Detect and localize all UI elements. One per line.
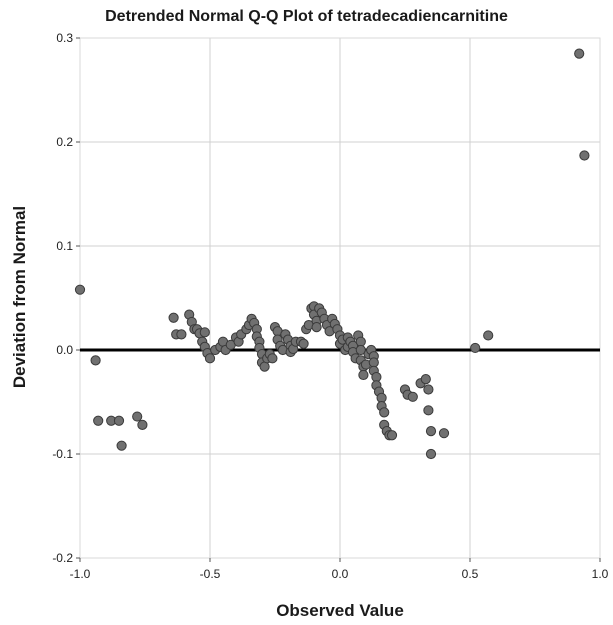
data-point xyxy=(267,353,278,364)
data-point xyxy=(132,411,143,422)
data-point xyxy=(423,405,434,416)
x-tick-label: 0.5 xyxy=(462,567,479,581)
data-point xyxy=(199,327,210,338)
chart-title: Detrended Normal Q-Q Plot of tetradecadi… xyxy=(105,8,508,25)
y-tick-label: 0.0 xyxy=(56,343,73,357)
y-axis-label: Deviation from Normal xyxy=(10,206,29,388)
data-point xyxy=(355,344,366,356)
x-tick-label: 1.0 xyxy=(592,567,609,581)
data-point xyxy=(137,419,148,430)
data-point xyxy=(425,426,437,437)
data-point xyxy=(259,361,270,372)
data-point xyxy=(311,322,322,333)
data-point xyxy=(386,430,398,441)
x-axis-ticks: -1.0 -0.5 0.0 0.5 1.0 xyxy=(70,558,609,581)
data-point xyxy=(470,342,481,354)
data-point xyxy=(407,391,418,402)
data-point xyxy=(483,330,494,341)
data-point xyxy=(438,428,450,439)
data-point xyxy=(376,392,387,403)
data-point xyxy=(358,369,369,381)
data-point xyxy=(90,355,101,366)
y-tick-label: 0.3 xyxy=(56,31,73,45)
data-point xyxy=(93,415,104,426)
data-point xyxy=(423,384,434,395)
data-point xyxy=(204,353,216,364)
data-point xyxy=(379,407,390,418)
data-point xyxy=(579,150,590,161)
data-points xyxy=(74,48,590,460)
y-tick-label: 0.2 xyxy=(56,135,73,149)
data-point xyxy=(176,329,187,340)
data-point xyxy=(168,312,179,323)
x-tick-label: 0.0 xyxy=(332,567,349,581)
data-point xyxy=(113,415,125,426)
x-axis-label: Observed Value xyxy=(276,601,404,620)
data-point xyxy=(425,448,437,460)
y-axis-ticks: -0.2 -0.1 0.0 0.1 0.2 0.3 xyxy=(52,31,80,565)
data-point xyxy=(574,48,585,59)
x-tick-label: -1.0 xyxy=(70,567,91,581)
data-point xyxy=(116,440,127,451)
x-tick-label: -0.5 xyxy=(200,567,221,581)
gridlines xyxy=(79,37,601,559)
data-point xyxy=(420,374,431,385)
data-point xyxy=(355,336,366,347)
y-tick-label: 0.1 xyxy=(56,239,73,253)
data-point xyxy=(298,338,309,349)
data-point xyxy=(74,284,86,295)
y-tick-label: -0.1 xyxy=(52,447,73,461)
y-tick-label: -0.2 xyxy=(52,551,73,565)
